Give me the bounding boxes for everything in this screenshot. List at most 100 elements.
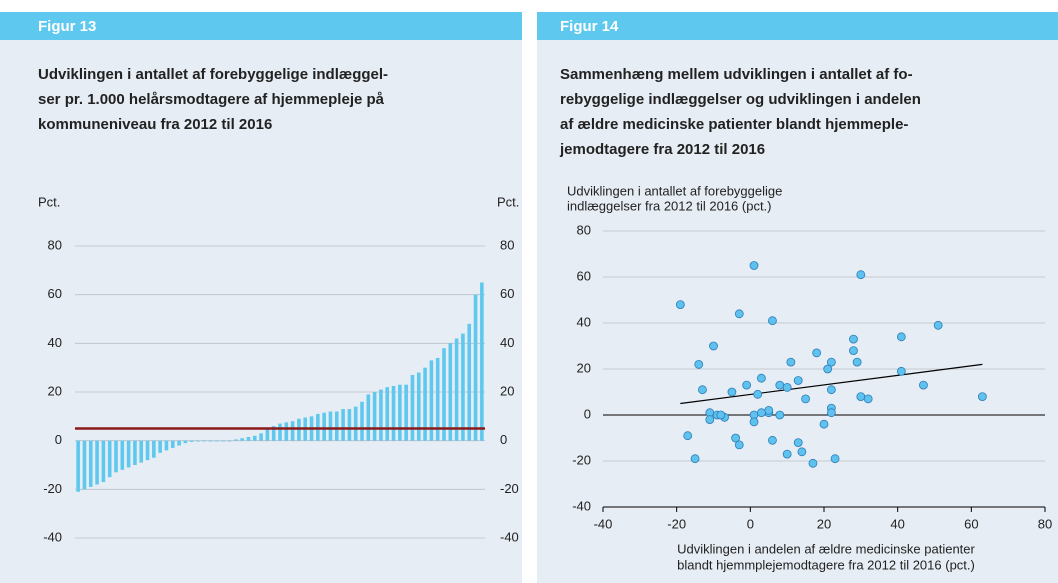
panel-header — [0, 12, 522, 40]
bar — [372, 392, 377, 441]
bar — [145, 440, 150, 461]
bar — [88, 440, 93, 487]
scatter-point — [764, 405, 774, 415]
chart-title: rebyggelige indlæggelser og udviklingen … — [560, 91, 921, 108]
scatter-point — [756, 408, 766, 418]
bar — [404, 384, 408, 441]
scatter-point — [786, 357, 796, 367]
bar — [95, 440, 99, 485]
x-tick-label: -40 — [594, 516, 613, 531]
bar — [240, 438, 244, 441]
y-axis-label: Pct. — [38, 194, 60, 209]
scatter-point — [775, 380, 785, 390]
y-axis-label: indlæggelser fra 2012 til 2016 (pct.) — [567, 198, 772, 213]
trend-line — [680, 363, 983, 405]
bar — [467, 323, 472, 441]
x-tick-label: -20 — [667, 516, 686, 531]
y2-axis-label: Pct. — [497, 194, 519, 209]
chart-title: ser pr. 1.000 helårsmodtagere af hjemmep… — [38, 91, 385, 108]
y2-tick-label: 80 — [500, 237, 514, 252]
bar — [480, 282, 484, 441]
bar — [334, 411, 339, 441]
bar — [328, 411, 333, 441]
scatter-point — [896, 332, 906, 342]
scatter-point — [852, 357, 862, 367]
scatter-point — [933, 320, 943, 330]
bar — [416, 372, 421, 441]
scatter-point — [919, 380, 928, 390]
x-tick-label: 40 — [890, 516, 904, 531]
scatter-point — [727, 387, 737, 397]
bar — [234, 439, 238, 441]
scatter-point — [812, 348, 822, 358]
x-tick-label: 20 — [817, 516, 831, 531]
scatter-point — [716, 410, 726, 420]
bar — [385, 387, 390, 441]
scatter-point — [826, 385, 836, 395]
y2-tick-label: 0 — [500, 432, 507, 447]
y-tick-label: 20 — [48, 383, 62, 398]
y2-tick-label: -40 — [500, 529, 519, 544]
y-tick-label: -20 — [572, 452, 591, 467]
chart-title: jemodtagere fra 2012 til 2016 — [559, 141, 765, 158]
scatter-point — [768, 435, 777, 445]
x-tick-label: 60 — [964, 516, 978, 531]
scatter-point — [675, 300, 685, 310]
scatter-point — [683, 431, 693, 441]
y-tick-label: 0 — [584, 406, 591, 421]
y-tick-label: 40 — [48, 335, 62, 350]
y2-tick-label: 40 — [500, 335, 514, 350]
bar — [120, 440, 125, 470]
scatter-point — [823, 364, 833, 374]
bar — [398, 384, 402, 441]
bar — [278, 423, 282, 441]
bar — [170, 440, 175, 448]
y2-tick-label: 60 — [500, 286, 514, 301]
bar — [215, 440, 219, 442]
chart-title: af ældre medicinske patienter blandt hje… — [560, 116, 908, 133]
scatter-point — [830, 454, 840, 464]
scatter-point — [756, 373, 766, 383]
scatter-point — [742, 380, 752, 390]
scatter-point — [698, 385, 707, 395]
scatter-point — [797, 447, 807, 457]
scatter-point — [734, 309, 744, 319]
y-tick-label: 60 — [48, 286, 62, 301]
scatter-point — [709, 341, 718, 351]
chart-title: kommuneniveau fra 2012 til 2016 — [38, 116, 272, 133]
scatter-point — [768, 316, 777, 326]
bar — [177, 440, 181, 446]
bar — [158, 440, 162, 453]
y-tick-label: 80 — [48, 237, 62, 252]
figure-label: Figur 14 — [560, 18, 619, 35]
bar — [133, 440, 137, 465]
panel-header — [537, 12, 1058, 40]
bar — [290, 421, 295, 441]
bar — [82, 440, 87, 490]
panel — [0, 12, 522, 583]
x-tick-label: 80 — [1038, 516, 1052, 531]
scatter-point — [782, 382, 792, 392]
y2-tick-label: -20 — [500, 481, 519, 496]
bar — [227, 440, 232, 442]
bar — [347, 409, 352, 441]
x-tick-label: 0 — [747, 516, 754, 531]
scatter-point — [819, 419, 829, 429]
panel — [537, 12, 1058, 583]
scatter-point — [782, 449, 792, 459]
bar — [454, 338, 459, 441]
bar — [379, 389, 383, 441]
y-tick-label: -40 — [572, 498, 591, 513]
y-tick-label: 60 — [577, 268, 591, 283]
scatter-point — [863, 394, 873, 404]
bar — [189, 440, 194, 442]
y-tick-label: -20 — [43, 481, 62, 496]
bar — [202, 440, 207, 442]
scatter-point — [849, 346, 858, 356]
bar — [473, 294, 478, 441]
bar — [322, 412, 326, 441]
bar — [410, 374, 415, 441]
figure-label: Figur 13 — [38, 18, 96, 35]
chart-title: Sammenhæng mellem udviklingen i antallet… — [560, 66, 913, 83]
